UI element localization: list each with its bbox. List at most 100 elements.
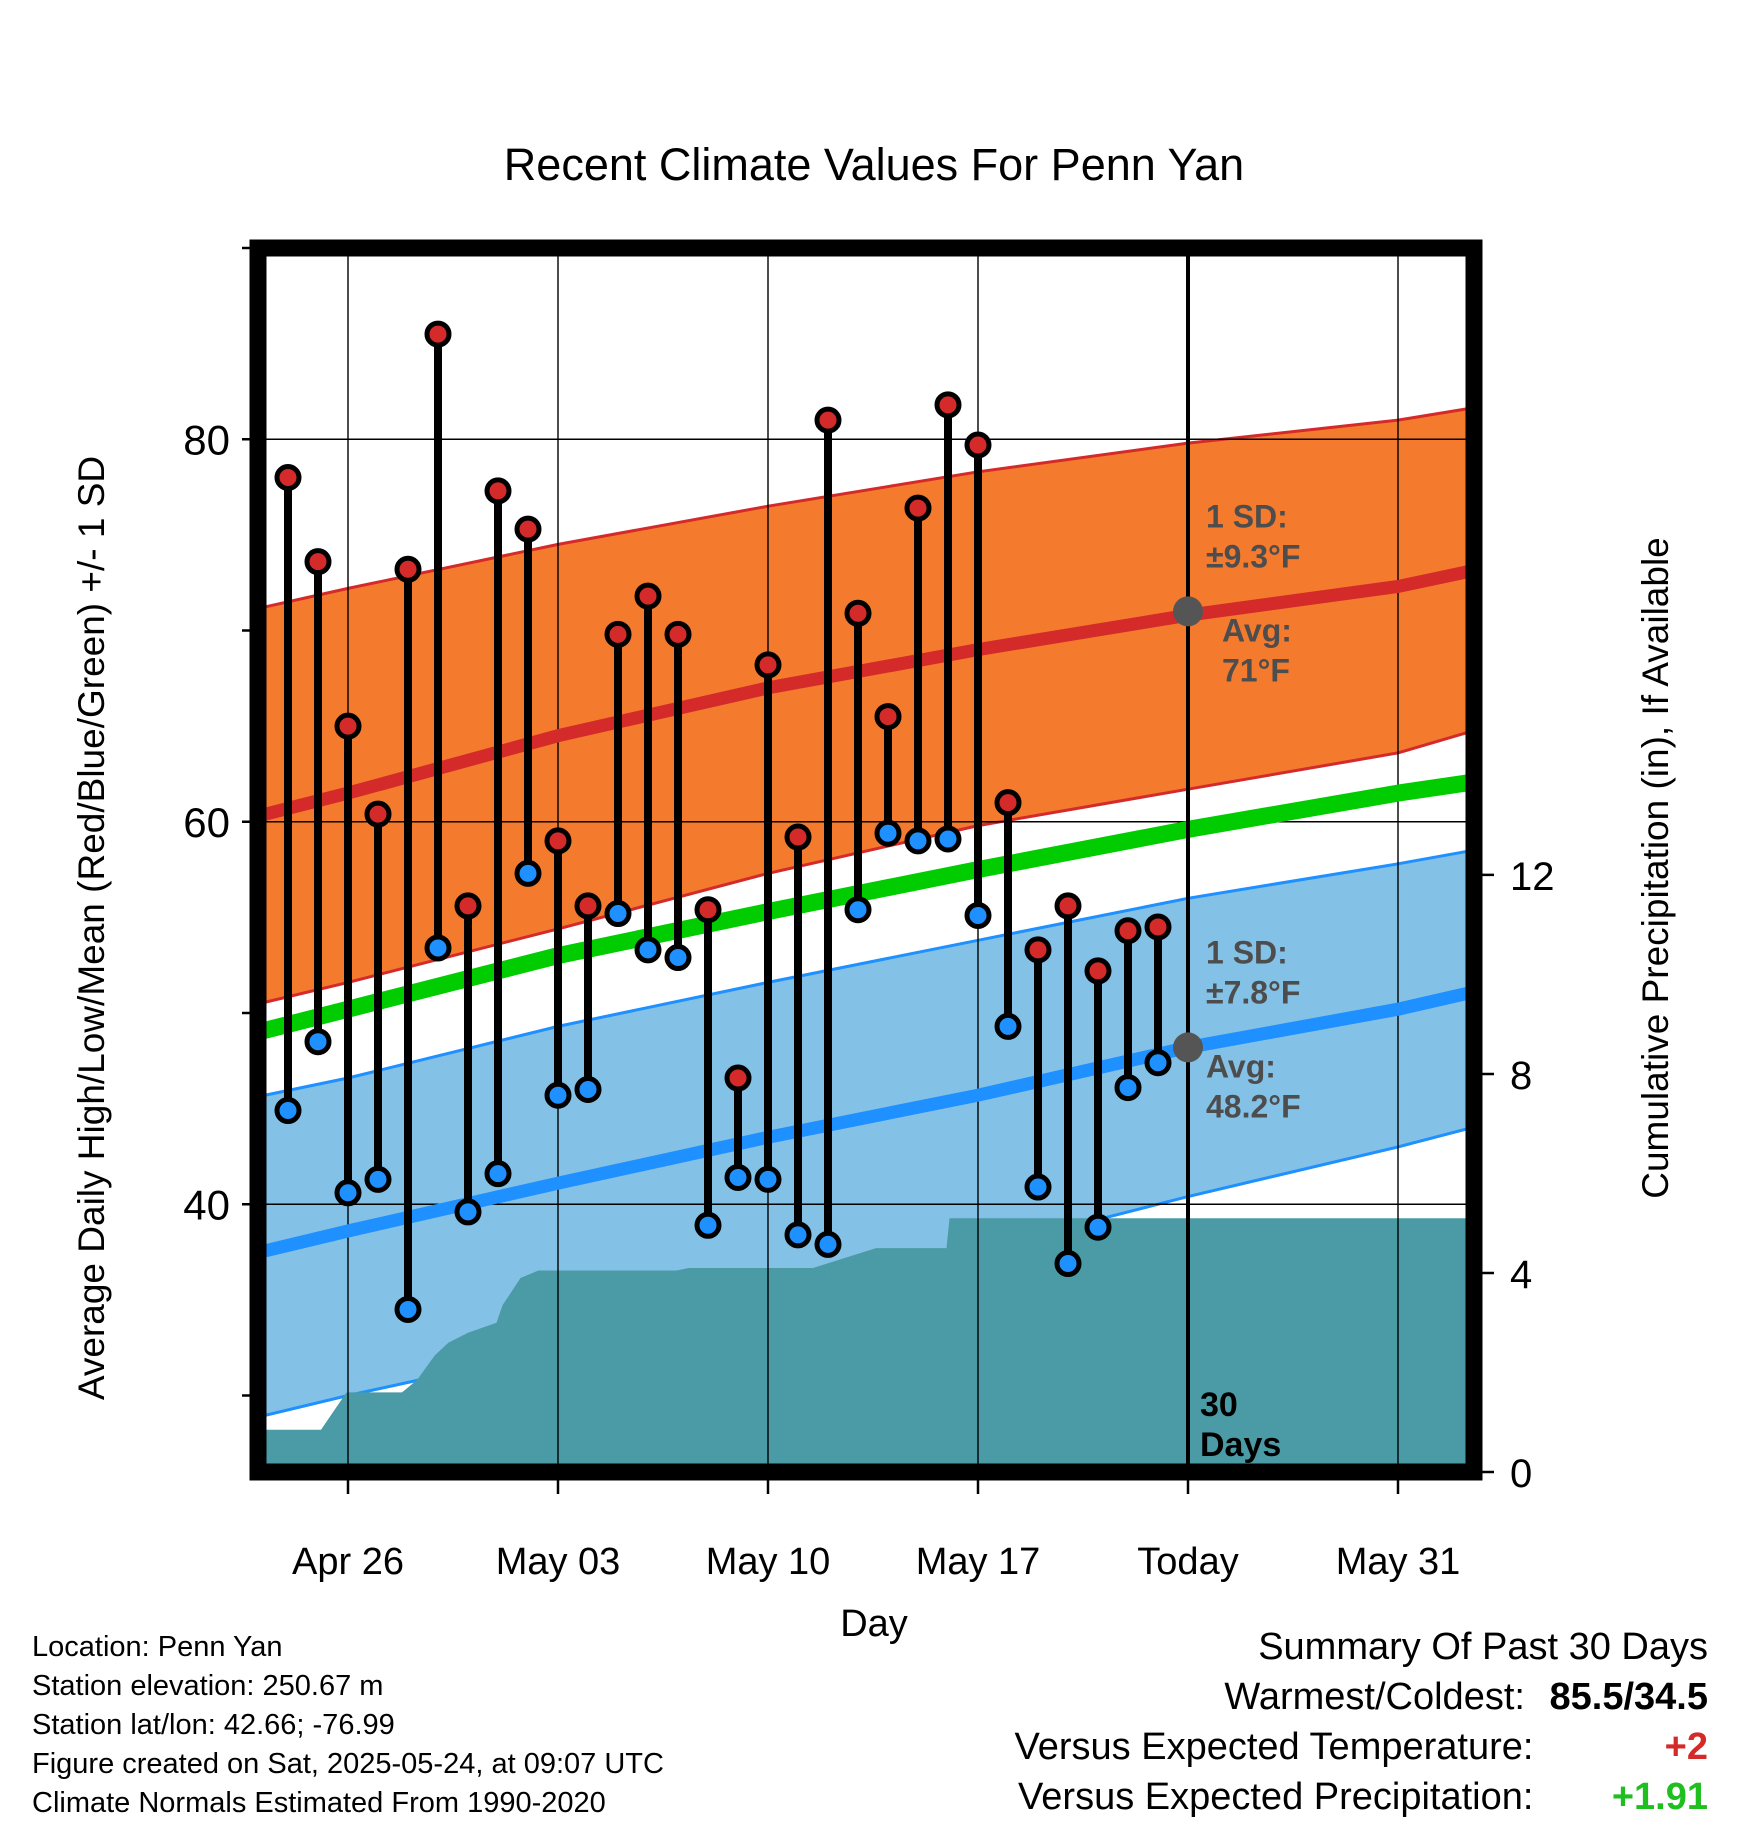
x-tick-label: May 10	[706, 1541, 831, 1583]
daily-low-point	[334, 1179, 362, 1207]
chart-title: Recent Climate Values For Penn Yan	[504, 139, 1244, 190]
daily-low-point	[1114, 1074, 1142, 1102]
warm-cold-label: Warmest/Coldest:	[1224, 1676, 1525, 1718]
daily-high-point	[514, 515, 542, 543]
daily-high-point	[1054, 892, 1082, 920]
daily-high-point	[364, 800, 392, 828]
days-label: 30	[1200, 1386, 1238, 1424]
daily-low-point	[1144, 1049, 1172, 1077]
summary-block: Summary Of Past 30 Days Warmest/Coldest:…	[1015, 1622, 1708, 1822]
daily-high-point	[574, 892, 602, 920]
y-axis-left-label: Average Daily High/Low/Mean (Red/Blue/Gr…	[71, 456, 112, 1400]
precip-label: Versus Expected Precipitation:	[1018, 1776, 1534, 1818]
plot-frame	[249, 239, 1483, 1481]
daily-high-point	[604, 620, 632, 648]
daily-low-point	[754, 1165, 782, 1193]
daily-high-point	[694, 896, 722, 924]
mean-avg-line	[258, 773, 1474, 1041]
warm-cold-value: 85.5/34.5	[1549, 1676, 1708, 1718]
precip-value: +1.91	[1611, 1776, 1708, 1818]
station-info: Location: Penn Yan Station elevation: 25…	[32, 1628, 664, 1823]
daily-low-point	[694, 1211, 722, 1239]
daily-low-point	[964, 901, 992, 929]
daily-low-point	[424, 934, 452, 962]
daily-high-point	[484, 477, 512, 505]
daily-low-point	[1084, 1213, 1112, 1241]
low-avg-today-dot	[1173, 1032, 1203, 1063]
summary-precip: Versus Expected Precipitation: +1.91	[1015, 1772, 1708, 1822]
low-sd-label: 1 SD:	[1206, 934, 1288, 970]
daily-low-point	[904, 827, 932, 855]
daily-high-point	[1084, 957, 1112, 985]
high-avg-label: Avg:	[1222, 612, 1292, 648]
y-left-tick-label: 60	[183, 799, 230, 846]
daily-high-point	[754, 651, 782, 679]
daily-low-point	[604, 900, 632, 928]
y-left-tick-label: 80	[183, 416, 230, 463]
summary-temp: Versus Expected Temperature: +2	[1015, 1722, 1708, 1772]
daily-low-point	[394, 1295, 422, 1323]
latlon-line: Station lat/lon: 42.66; -76.99	[32, 1709, 395, 1741]
high-sd-value: ±9.3°F	[1206, 538, 1300, 574]
daily-low-point	[934, 825, 962, 853]
daily-low-point	[844, 896, 872, 924]
days-label: Days	[1200, 1426, 1281, 1464]
low-avg-label: Avg:	[1206, 1048, 1276, 1084]
daily-low-point	[544, 1081, 572, 1109]
precip-area	[258, 1218, 1474, 1472]
y-left-tick-label: 40	[183, 1181, 230, 1228]
daily-high-point	[874, 703, 902, 731]
daily-high-point	[424, 320, 452, 348]
y-axis-right-label: Cumulative Precipitation (in), If Availa…	[1635, 537, 1676, 1199]
daily-low-point	[304, 1028, 332, 1056]
high-sd-label: 1 SD:	[1206, 498, 1288, 534]
daily-high-point	[784, 823, 812, 851]
daily-high-point	[904, 494, 932, 522]
y-right-tick-label: 8	[1510, 1054, 1532, 1098]
created-line: Figure created on Sat, 2025-05-24, at 09…	[32, 1748, 664, 1780]
daily-low-point	[664, 944, 692, 972]
daily-high-point	[634, 582, 662, 610]
high-avg-value: 71°F	[1222, 652, 1290, 688]
x-tick-label: May 31	[1336, 1541, 1461, 1583]
daily-high-point	[544, 827, 572, 855]
daily-high-point	[844, 599, 872, 627]
y-right-tick-label: 0	[1510, 1452, 1532, 1496]
daily-high-point	[1114, 917, 1142, 945]
daily-low-point	[874, 819, 902, 847]
low-avg-line	[258, 985, 1474, 1260]
daily-high-point	[1024, 936, 1052, 964]
summary-title: Summary Of Past 30 Days	[1258, 1626, 1708, 1668]
daily-low-point	[484, 1160, 512, 1188]
daily-low-point	[514, 859, 542, 887]
x-tick-label: May 03	[496, 1541, 621, 1583]
temp-label: Versus Expected Temperature:	[1014, 1726, 1534, 1768]
daily-high-point	[724, 1064, 752, 1092]
daily-low-point	[634, 936, 662, 964]
y-right-tick-label: 12	[1510, 855, 1555, 899]
elevation-line: Station elevation: 250.67 m	[32, 1670, 384, 1702]
normals-line: Climate Normals Estimated From 1990-2020	[32, 1787, 606, 1819]
plot-content	[258, 248, 1474, 1472]
daily-high-point	[964, 431, 992, 459]
high-sd-upper-line	[258, 406, 1474, 611]
daily-low-point	[784, 1221, 812, 1249]
daily-low-point	[814, 1230, 842, 1258]
daily-low-point	[994, 1012, 1022, 1040]
low-sd-upper-line	[258, 848, 1474, 1099]
plot-area: 1 SD: ±9.3°F Avg: 71°F 1 SD: ±7.8°F Avg: 48.2°F…	[183, 239, 1555, 1583]
daily-low-point	[1024, 1173, 1052, 1201]
x-axis-label: Day	[840, 1603, 908, 1645]
daily-high-point	[664, 620, 692, 648]
daily-high-point	[994, 789, 1022, 817]
daily-low-point	[274, 1097, 302, 1125]
y-right-tick-label: 4	[1510, 1253, 1532, 1297]
x-tick-label: Today	[1137, 1541, 1238, 1583]
daily-low-point	[724, 1163, 752, 1191]
high-avg-line	[258, 563, 1474, 823]
low-sd-value: ±7.8°F	[1206, 974, 1300, 1010]
daily-high-point	[814, 406, 842, 434]
temp-value: +2	[1664, 1726, 1708, 1768]
location-line: Location: Penn Yan	[32, 1631, 283, 1663]
